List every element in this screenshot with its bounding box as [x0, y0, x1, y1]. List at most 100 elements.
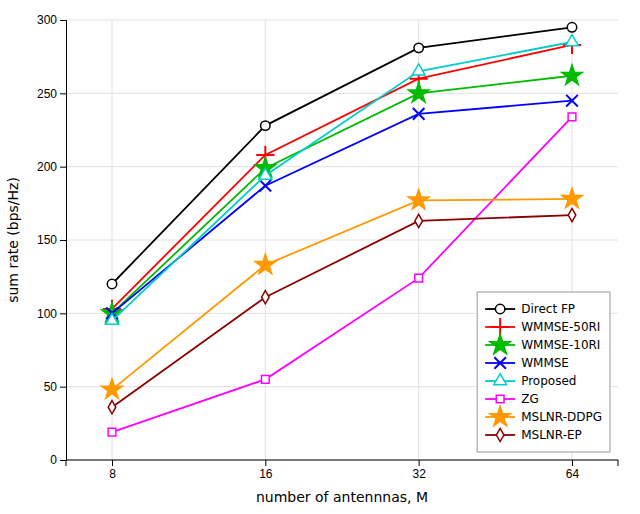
point-marker — [255, 254, 275, 273]
point-marker — [415, 274, 423, 282]
axis-domain — [60, 21, 67, 461]
x-tick: 64 — [566, 460, 580, 481]
point-marker — [408, 83, 428, 102]
grid-line — [66, 240, 618, 241]
legend-label: ZG — [521, 392, 539, 406]
series — [103, 36, 581, 318]
legend-marker — [494, 374, 507, 385]
series-line — [112, 117, 572, 432]
y-axis-title: sum rate (bps/Hz) — [5, 177, 21, 303]
point-marker — [567, 23, 576, 32]
x-axis-title: number of antennnas, M — [256, 489, 428, 505]
series-line — [112, 215, 572, 407]
point-marker — [412, 64, 425, 75]
tick-mark — [265, 460, 266, 466]
legend-label: Direct FP — [521, 302, 575, 316]
y-tick: 300 — [37, 13, 66, 27]
point-marker — [261, 121, 270, 130]
tick-mark — [419, 460, 420, 466]
x-tick: 32 — [412, 460, 426, 481]
tick-label: 250 — [37, 87, 57, 101]
x-tick: 8 — [109, 460, 116, 481]
y-tick: 250 — [37, 87, 66, 101]
tick-label: 150 — [37, 233, 57, 247]
legend-label: MSLNR-EP — [521, 428, 582, 442]
legend-marker — [490, 406, 510, 425]
series — [106, 95, 578, 319]
x-tick: 16 — [259, 460, 273, 481]
point-marker — [568, 208, 576, 221]
point-marker — [260, 180, 272, 192]
tick-label: 0 — [50, 453, 57, 467]
legend-label: MSLNR-DDPG — [521, 410, 602, 424]
legend-label: WMMSE-50RI — [521, 320, 600, 334]
legend-marker — [490, 334, 510, 353]
tick-label: 200 — [37, 160, 57, 174]
point-marker — [414, 43, 423, 52]
legend-label: WMMSE-10RI — [521, 338, 600, 352]
grid-line — [66, 93, 618, 94]
point-marker — [108, 428, 116, 436]
legend-label: Proposed — [521, 374, 576, 388]
plot: 8 16 32 64 0 50 100 150 200 250 300 number of anten… — [5, 13, 618, 505]
tick-label: 100 — [37, 307, 57, 321]
grid-line — [265, 20, 266, 460]
tick-mark — [60, 20, 66, 21]
y-tick: 0 — [50, 453, 66, 467]
tick-label: 300 — [37, 13, 57, 27]
y-tick: 200 — [37, 160, 66, 174]
series-line — [112, 76, 572, 314]
y-axis: 0 50 100 150 200 250 300 — [37, 13, 67, 467]
tick-label: 32 — [412, 467, 426, 481]
point-marker — [408, 190, 428, 209]
chart: 8 16 32 64 0 50 100 150 200 250 300 number of anten… — [0, 0, 640, 514]
y-tick: 100 — [37, 307, 66, 321]
tick-label: 16 — [259, 467, 273, 481]
point-marker — [568, 113, 576, 121]
point-marker — [107, 279, 116, 288]
tick-mark — [112, 460, 113, 466]
legend-marker — [495, 304, 504, 313]
point-marker — [106, 313, 119, 324]
point-marker — [262, 291, 270, 304]
legend-label: WMMSE — [521, 356, 569, 370]
y-tick: 150 — [37, 233, 66, 247]
tick-label: 64 — [566, 467, 580, 481]
grid-line — [66, 20, 618, 21]
x-axis: 8 16 32 64 — [66, 460, 618, 481]
point-marker — [259, 168, 272, 179]
tick-mark — [60, 313, 66, 314]
series-line — [112, 42, 572, 321]
axis-domain — [66, 460, 618, 466]
point-marker — [413, 108, 425, 120]
tick-mark — [60, 460, 66, 461]
tick-label: 50 — [44, 380, 58, 394]
point-marker — [102, 379, 122, 398]
legend-box — [477, 292, 610, 452]
series — [107, 23, 576, 289]
legend: Direct FP WMMSE-50RI WMMSE-10RI WMMSE Propos… — [477, 292, 610, 452]
point-marker — [415, 214, 423, 227]
point-marker — [261, 375, 269, 383]
tick-mark — [60, 167, 66, 168]
series — [102, 65, 582, 322]
tick-mark — [60, 93, 66, 94]
series-line — [112, 27, 572, 284]
point-marker — [566, 35, 579, 46]
tick-mark — [60, 240, 66, 241]
series — [106, 35, 579, 325]
series-line — [112, 101, 572, 314]
point-marker — [108, 401, 116, 414]
point-marker — [562, 188, 582, 207]
point-marker — [562, 65, 582, 84]
legend-marker — [494, 357, 506, 369]
legend-marker — [496, 395, 504, 403]
grid-line — [66, 166, 618, 167]
grid — [66, 20, 618, 460]
tick-mark — [572, 460, 573, 466]
y-tick: 50 — [44, 380, 66, 394]
tick-mark — [60, 387, 66, 388]
tick-label: 8 — [109, 467, 116, 481]
legend-marker — [496, 428, 504, 441]
point-marker — [566, 95, 578, 107]
